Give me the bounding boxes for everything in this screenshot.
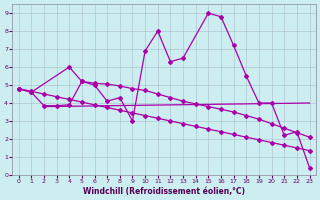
X-axis label: Windchill (Refroidissement éolien,°C): Windchill (Refroidissement éolien,°C) xyxy=(83,187,245,196)
